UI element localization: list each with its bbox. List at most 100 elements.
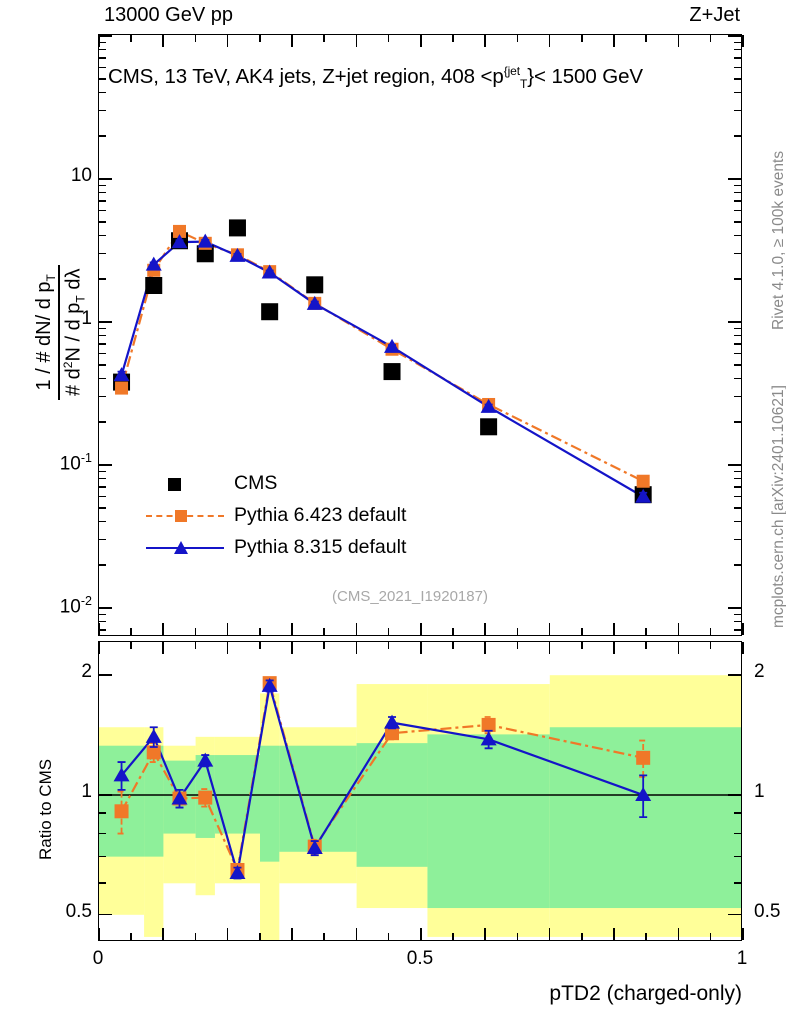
series-line-pythia <box>120 240 644 498</box>
title-sub: T <box>520 76 528 91</box>
mcplots-source-label: mcplots.cern.ch [arXiv:2401.10621] <box>770 385 786 628</box>
axis-tick <box>99 277 106 280</box>
axis-tick <box>734 48 741 51</box>
axis-tick <box>323 628 325 635</box>
axis-tick <box>516 933 519 940</box>
axis-tick <box>734 563 741 566</box>
axis-tick <box>734 855 741 858</box>
beam-energy-label: 13000 GeV pp <box>104 4 233 26</box>
triangle-marker-icon <box>261 677 278 692</box>
axis-tick <box>452 628 454 635</box>
square-marker-icon <box>480 418 498 436</box>
axis-tick <box>162 35 164 47</box>
axis-tick <box>99 470 106 473</box>
axis-tick <box>99 352 106 355</box>
uncertainty-band-inner <box>260 745 280 862</box>
axis-tick <box>130 628 132 635</box>
axis-tick <box>677 928 680 940</box>
axis-tick <box>99 191 106 194</box>
axis-tick <box>99 178 112 180</box>
axis-tick <box>734 209 741 212</box>
axis-tick <box>420 35 422 47</box>
square-marker-icon <box>145 276 163 294</box>
axis-tick <box>194 933 197 940</box>
triangle-marker-icon <box>145 728 162 743</box>
ylabel-num-sub: T <box>44 274 58 282</box>
axis-tick <box>452 35 454 42</box>
triangle-marker-icon <box>384 714 401 729</box>
axis-tick <box>728 913 741 916</box>
x-tick-label: 1 <box>736 948 748 969</box>
axis-tick <box>734 832 741 835</box>
axis-tick <box>99 620 106 623</box>
axis-tick <box>99 674 112 676</box>
axis-tick <box>99 109 106 112</box>
axis-tick <box>99 327 106 330</box>
axis-tick <box>734 109 741 112</box>
axis-tick <box>291 35 293 47</box>
legend-key-pythia6 <box>144 500 226 532</box>
axis-tick <box>645 642 647 649</box>
square-marker-icon <box>175 510 187 522</box>
axis-tick <box>387 628 390 635</box>
axis-tick <box>613 928 615 940</box>
triangle-marker-icon <box>229 864 246 879</box>
axis-tick <box>99 495 106 498</box>
axis-tick <box>677 642 680 654</box>
axis-tick <box>194 35 197 42</box>
axis-tick <box>226 35 229 47</box>
axis-tick <box>613 642 615 654</box>
axis-tick <box>645 35 647 42</box>
axis-tick <box>99 200 106 202</box>
axis-tick <box>387 35 390 42</box>
ratio-y-tick-label: 0.5 <box>65 900 92 922</box>
axis-tick <box>99 477 106 480</box>
axis-tick <box>709 628 712 635</box>
axis-tick <box>355 928 358 940</box>
axis-tick <box>323 933 325 940</box>
main-plot-area <box>99 35 741 635</box>
main-y-tick-label: 10-1 <box>59 451 92 475</box>
axis-tick <box>548 928 551 940</box>
axis-tick <box>484 928 486 940</box>
axis-tick <box>99 420 106 423</box>
legend-key-pythia8 <box>144 532 226 564</box>
square-marker-icon <box>261 303 279 321</box>
axis-tick <box>99 486 106 488</box>
axis-tick <box>645 628 647 635</box>
main-y-tick-label: 10 <box>70 165 92 186</box>
axis-tick <box>728 464 741 466</box>
axis-tick <box>99 48 106 51</box>
axis-tick <box>581 642 583 649</box>
axis-tick <box>99 464 112 466</box>
axis-tick <box>130 642 132 649</box>
legend-label-pythia8: Pythia 8.315 default <box>234 536 407 558</box>
axis-tick <box>452 933 454 940</box>
axis-tick <box>226 928 229 940</box>
axis-tick <box>734 507 741 509</box>
triangle-marker-icon <box>113 767 130 782</box>
axis-tick <box>742 623 744 635</box>
axis-tick <box>387 642 390 649</box>
triangle-marker-icon <box>635 488 652 503</box>
axis-tick <box>420 928 422 940</box>
axis-tick <box>484 642 486 654</box>
axis-tick <box>99 507 106 509</box>
axis-tick <box>99 913 112 916</box>
square-marker-icon <box>168 478 181 491</box>
ylabel-den-sub: T <box>73 295 88 303</box>
axis-tick <box>259 933 261 940</box>
ratio-plot-svg <box>99 675 741 940</box>
axis-tick <box>98 928 100 940</box>
axis-tick <box>516 642 519 649</box>
legend-label-cms: CMS <box>234 472 278 494</box>
axis-tick <box>323 642 325 649</box>
triangle-marker-icon <box>229 247 246 262</box>
axis-tick <box>581 933 583 940</box>
triangle-marker-icon <box>480 731 497 746</box>
axis-tick <box>99 91 106 94</box>
axis-tick <box>734 221 741 223</box>
axis-tick <box>194 628 197 635</box>
axis-tick <box>484 623 486 635</box>
